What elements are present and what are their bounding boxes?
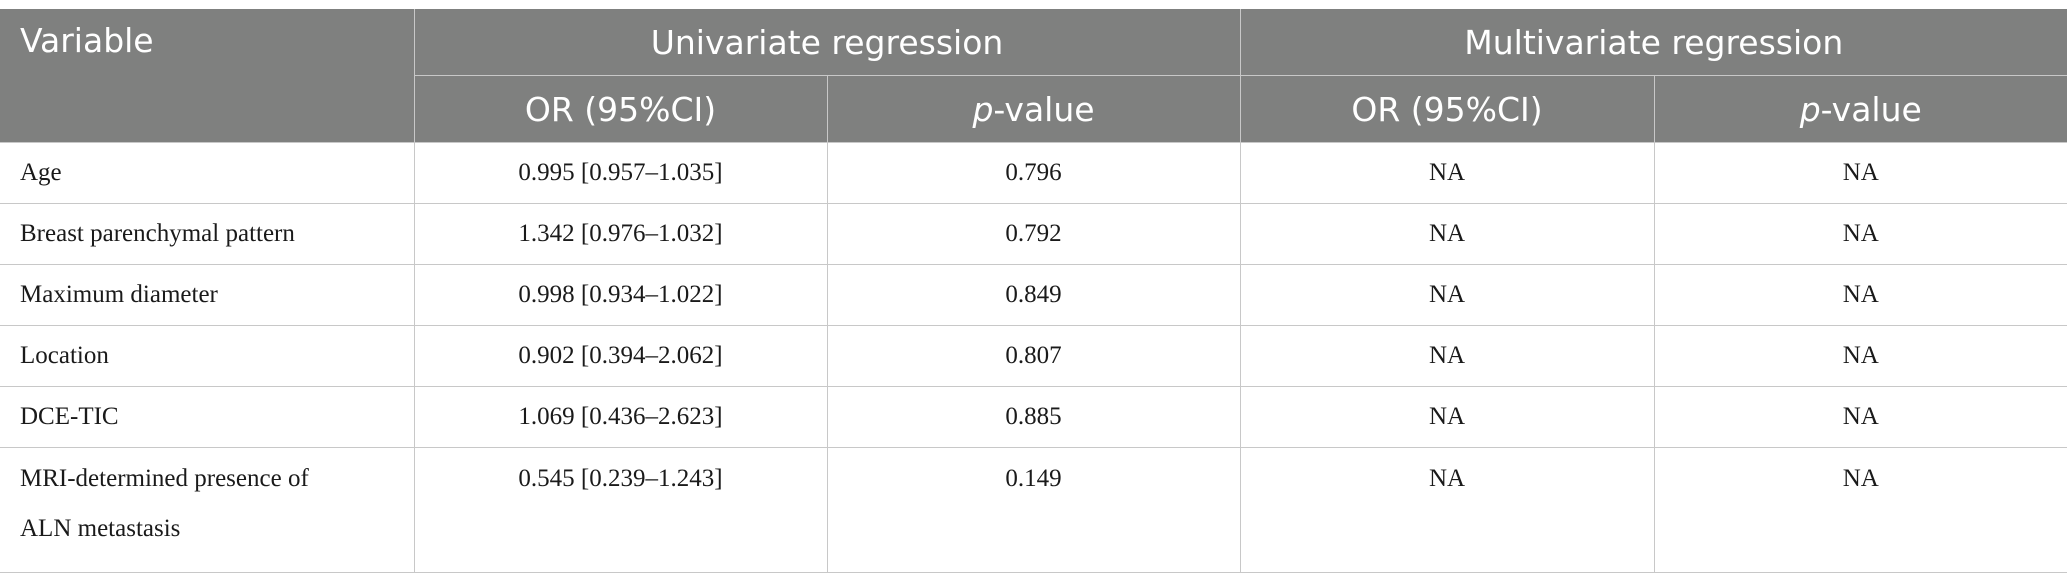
univariate-or-header: OR (95%CI) xyxy=(414,75,828,143)
table-row: Location 0.902 [0.394–2.062] 0.807 NA NA xyxy=(0,325,2067,387)
multivariate-group-header: Multivariate regression xyxy=(1240,9,2067,76)
multivariate-or-cell: NA xyxy=(1240,447,1655,573)
univariate-p-cell: 0.796 xyxy=(827,142,1241,204)
multivariate-or-cell: NA xyxy=(1240,386,1655,448)
univariate-or-cell: 0.545 [0.239–1.243] xyxy=(414,447,828,573)
table-row: Maximum diameter 0.998 [0.934–1.022] 0.8… xyxy=(0,264,2067,326)
table-body: Age 0.995 [0.957–1.035] 0.796 NA NA Brea… xyxy=(0,142,2067,573)
variable-line-1: MRI-determined presence of xyxy=(20,465,309,492)
univariate-p-header: p-value xyxy=(827,75,1241,143)
multivariate-or-cell: NA xyxy=(1240,142,1655,204)
univariate-group-header: Univariate regression xyxy=(414,9,1241,76)
univariate-or-cell: 0.902 [0.394–2.062] xyxy=(414,325,828,387)
table-header: Variable Univariate regression Multivari… xyxy=(0,9,2067,143)
variable-cell: DCE-TIC xyxy=(0,386,415,448)
variable-line-2: ALN metastasis xyxy=(20,515,181,542)
multivariate-or-cell: NA xyxy=(1240,203,1655,265)
header-row-sub: OR (95%CI) p-value OR (95%CI) p-value xyxy=(0,75,2067,143)
p-italic: p xyxy=(1799,89,1821,129)
multivariate-or-header: OR (95%CI) xyxy=(1240,75,1655,143)
multivariate-or-cell: NA xyxy=(1240,325,1655,387)
univariate-p-cell: 0.149 xyxy=(827,447,1241,573)
table-row: Age 0.995 [0.957–1.035] 0.796 NA NA xyxy=(0,142,2067,204)
univariate-p-cell: 0.849 xyxy=(827,264,1241,326)
variable-cell: Location xyxy=(0,325,415,387)
table-row: DCE-TIC 1.069 [0.436–2.623] 0.885 NA NA xyxy=(0,386,2067,448)
variable-column-header: Variable xyxy=(0,9,415,143)
multivariate-or-cell: NA xyxy=(1240,264,1655,326)
table-row: MRI-determined presence of ALN metastasis… xyxy=(0,447,2067,573)
univariate-or-cell: 1.342 [0.976–1.032] xyxy=(414,203,828,265)
multivariate-p-cell: NA xyxy=(1654,264,2067,326)
variable-cell: MRI-determined presence of ALN metastasis xyxy=(0,447,415,573)
multivariate-p-cell: NA xyxy=(1654,325,2067,387)
multivariate-p-cell: NA xyxy=(1654,142,2067,204)
multivariate-p-cell: NA xyxy=(1654,386,2067,448)
p-italic: p xyxy=(972,89,994,129)
univariate-or-cell: 0.998 [0.934–1.022] xyxy=(414,264,828,326)
p-suffix: -value xyxy=(1820,89,1922,129)
p-suffix: -value xyxy=(993,89,1095,129)
variable-cell: Maximum diameter xyxy=(0,264,415,326)
multivariate-p-cell: NA xyxy=(1654,203,2067,265)
table-row: Breast parenchymal pattern 1.342 [0.976–… xyxy=(0,203,2067,265)
univariate-p-cell: 0.807 xyxy=(827,325,1241,387)
variable-cell: Age xyxy=(0,142,415,204)
regression-table: Variable Univariate regression Multivari… xyxy=(0,9,2067,573)
multivariate-p-cell: NA xyxy=(1654,447,2067,573)
univariate-or-cell: 0.995 [0.957–1.035] xyxy=(414,142,828,204)
univariate-p-cell: 0.885 xyxy=(827,386,1241,448)
univariate-or-cell: 1.069 [0.436–2.623] xyxy=(414,386,828,448)
multivariate-p-header: p-value xyxy=(1654,75,2067,143)
variable-cell: Breast parenchymal pattern xyxy=(0,203,415,265)
header-row-group: Variable Univariate regression Multivari… xyxy=(0,9,2067,143)
univariate-p-cell: 0.792 xyxy=(827,203,1241,265)
